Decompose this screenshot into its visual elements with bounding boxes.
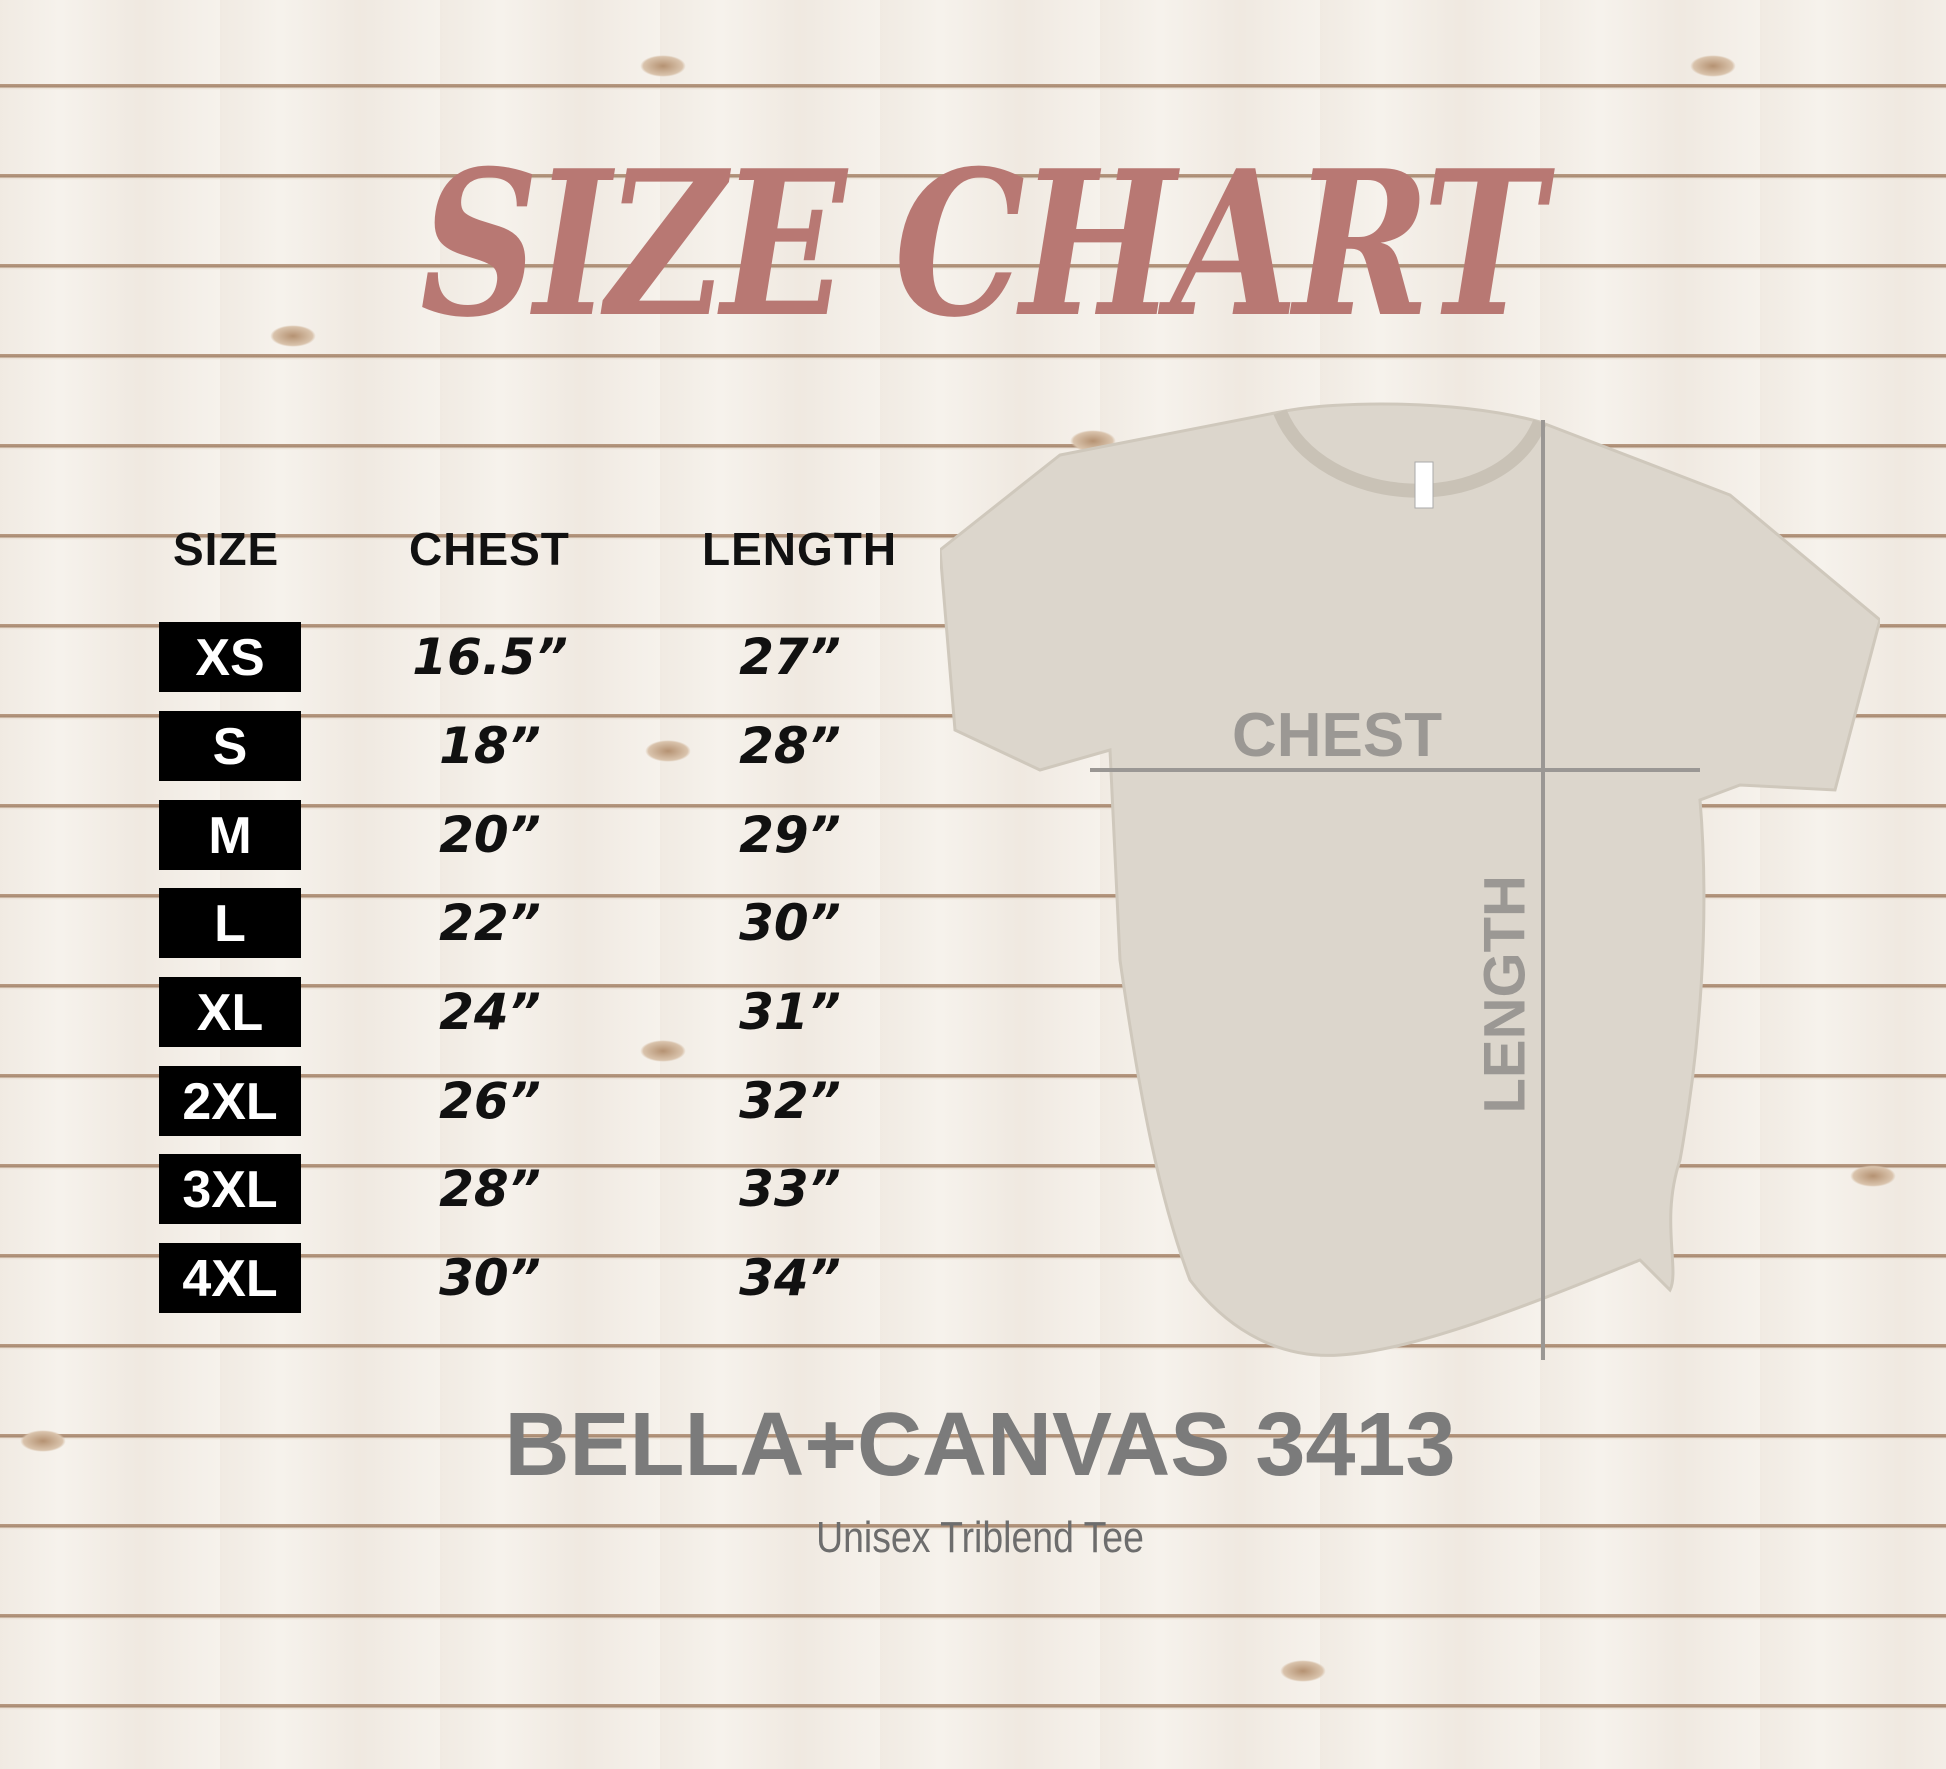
chest-value: 16.5”	[412, 628, 568, 686]
size-label: M	[159, 800, 301, 870]
length-value: 34”	[739, 1249, 841, 1307]
chest-value: 28”	[439, 1160, 541, 1218]
wood-knot	[1690, 55, 1736, 77]
table-row: L 22” 30”	[0, 888, 950, 958]
wood-knot	[645, 740, 691, 762]
header-size: SIZE	[173, 523, 280, 575]
length-value: 29”	[739, 806, 841, 864]
table-row: 4XL 30” 34”	[0, 1243, 950, 1313]
chest-value: 20”	[439, 806, 541, 864]
size-label: XL	[159, 977, 301, 1047]
page-title-container: SIZE CHART	[420, 127, 1545, 362]
chest-value: 26”	[439, 1072, 541, 1130]
table-row: XS 16.5” 27”	[0, 622, 950, 692]
size-label: 2XL	[159, 1066, 301, 1136]
chest-measure-label: CHEST	[1232, 701, 1443, 770]
tshirt-image	[940, 402, 1880, 1360]
table-row: 2XL 26” 32”	[0, 1066, 950, 1136]
size-label: L	[159, 888, 301, 958]
length-value: 33”	[739, 1160, 841, 1218]
table-row: M 20” 29”	[0, 800, 950, 870]
page-title: SIZE CHART	[420, 127, 1545, 362]
chest-value: 22”	[439, 894, 541, 952]
chest-value: 30”	[439, 1249, 541, 1307]
length-value: 28”	[739, 717, 841, 775]
length-value: 27”	[739, 628, 841, 686]
length-value: 30”	[739, 894, 841, 952]
length-value: 32”	[739, 1072, 841, 1130]
wood-knot	[1280, 1660, 1326, 1682]
chest-value: 18”	[439, 717, 541, 775]
size-label: 4XL	[159, 1243, 301, 1313]
length-value: 31”	[739, 983, 841, 1041]
chest-value: 24”	[439, 983, 541, 1041]
header-length: LENGTH	[702, 523, 898, 575]
product-description: Unisex Triblend Tee	[816, 1513, 1144, 1562]
wood-knot	[1850, 1165, 1896, 1187]
table-row: XL 24” 31”	[0, 977, 950, 1047]
table-row: S 18” 28”	[0, 711, 950, 781]
wood-knot	[640, 1040, 686, 1062]
wood-knot	[270, 325, 316, 347]
size-label: XS	[159, 622, 301, 692]
wood-knot	[20, 1430, 66, 1452]
wood-knot	[640, 55, 686, 77]
size-label: 3XL	[159, 1154, 301, 1224]
length-measure-label: LENGTH	[1472, 875, 1538, 1114]
product-name: BELLA+CANVAS 3413	[504, 1395, 1456, 1495]
header-chest: CHEST	[409, 523, 570, 575]
size-label: S	[159, 711, 301, 781]
table-row: 3XL 28” 33”	[0, 1154, 950, 1224]
tag	[1414, 461, 1434, 509]
